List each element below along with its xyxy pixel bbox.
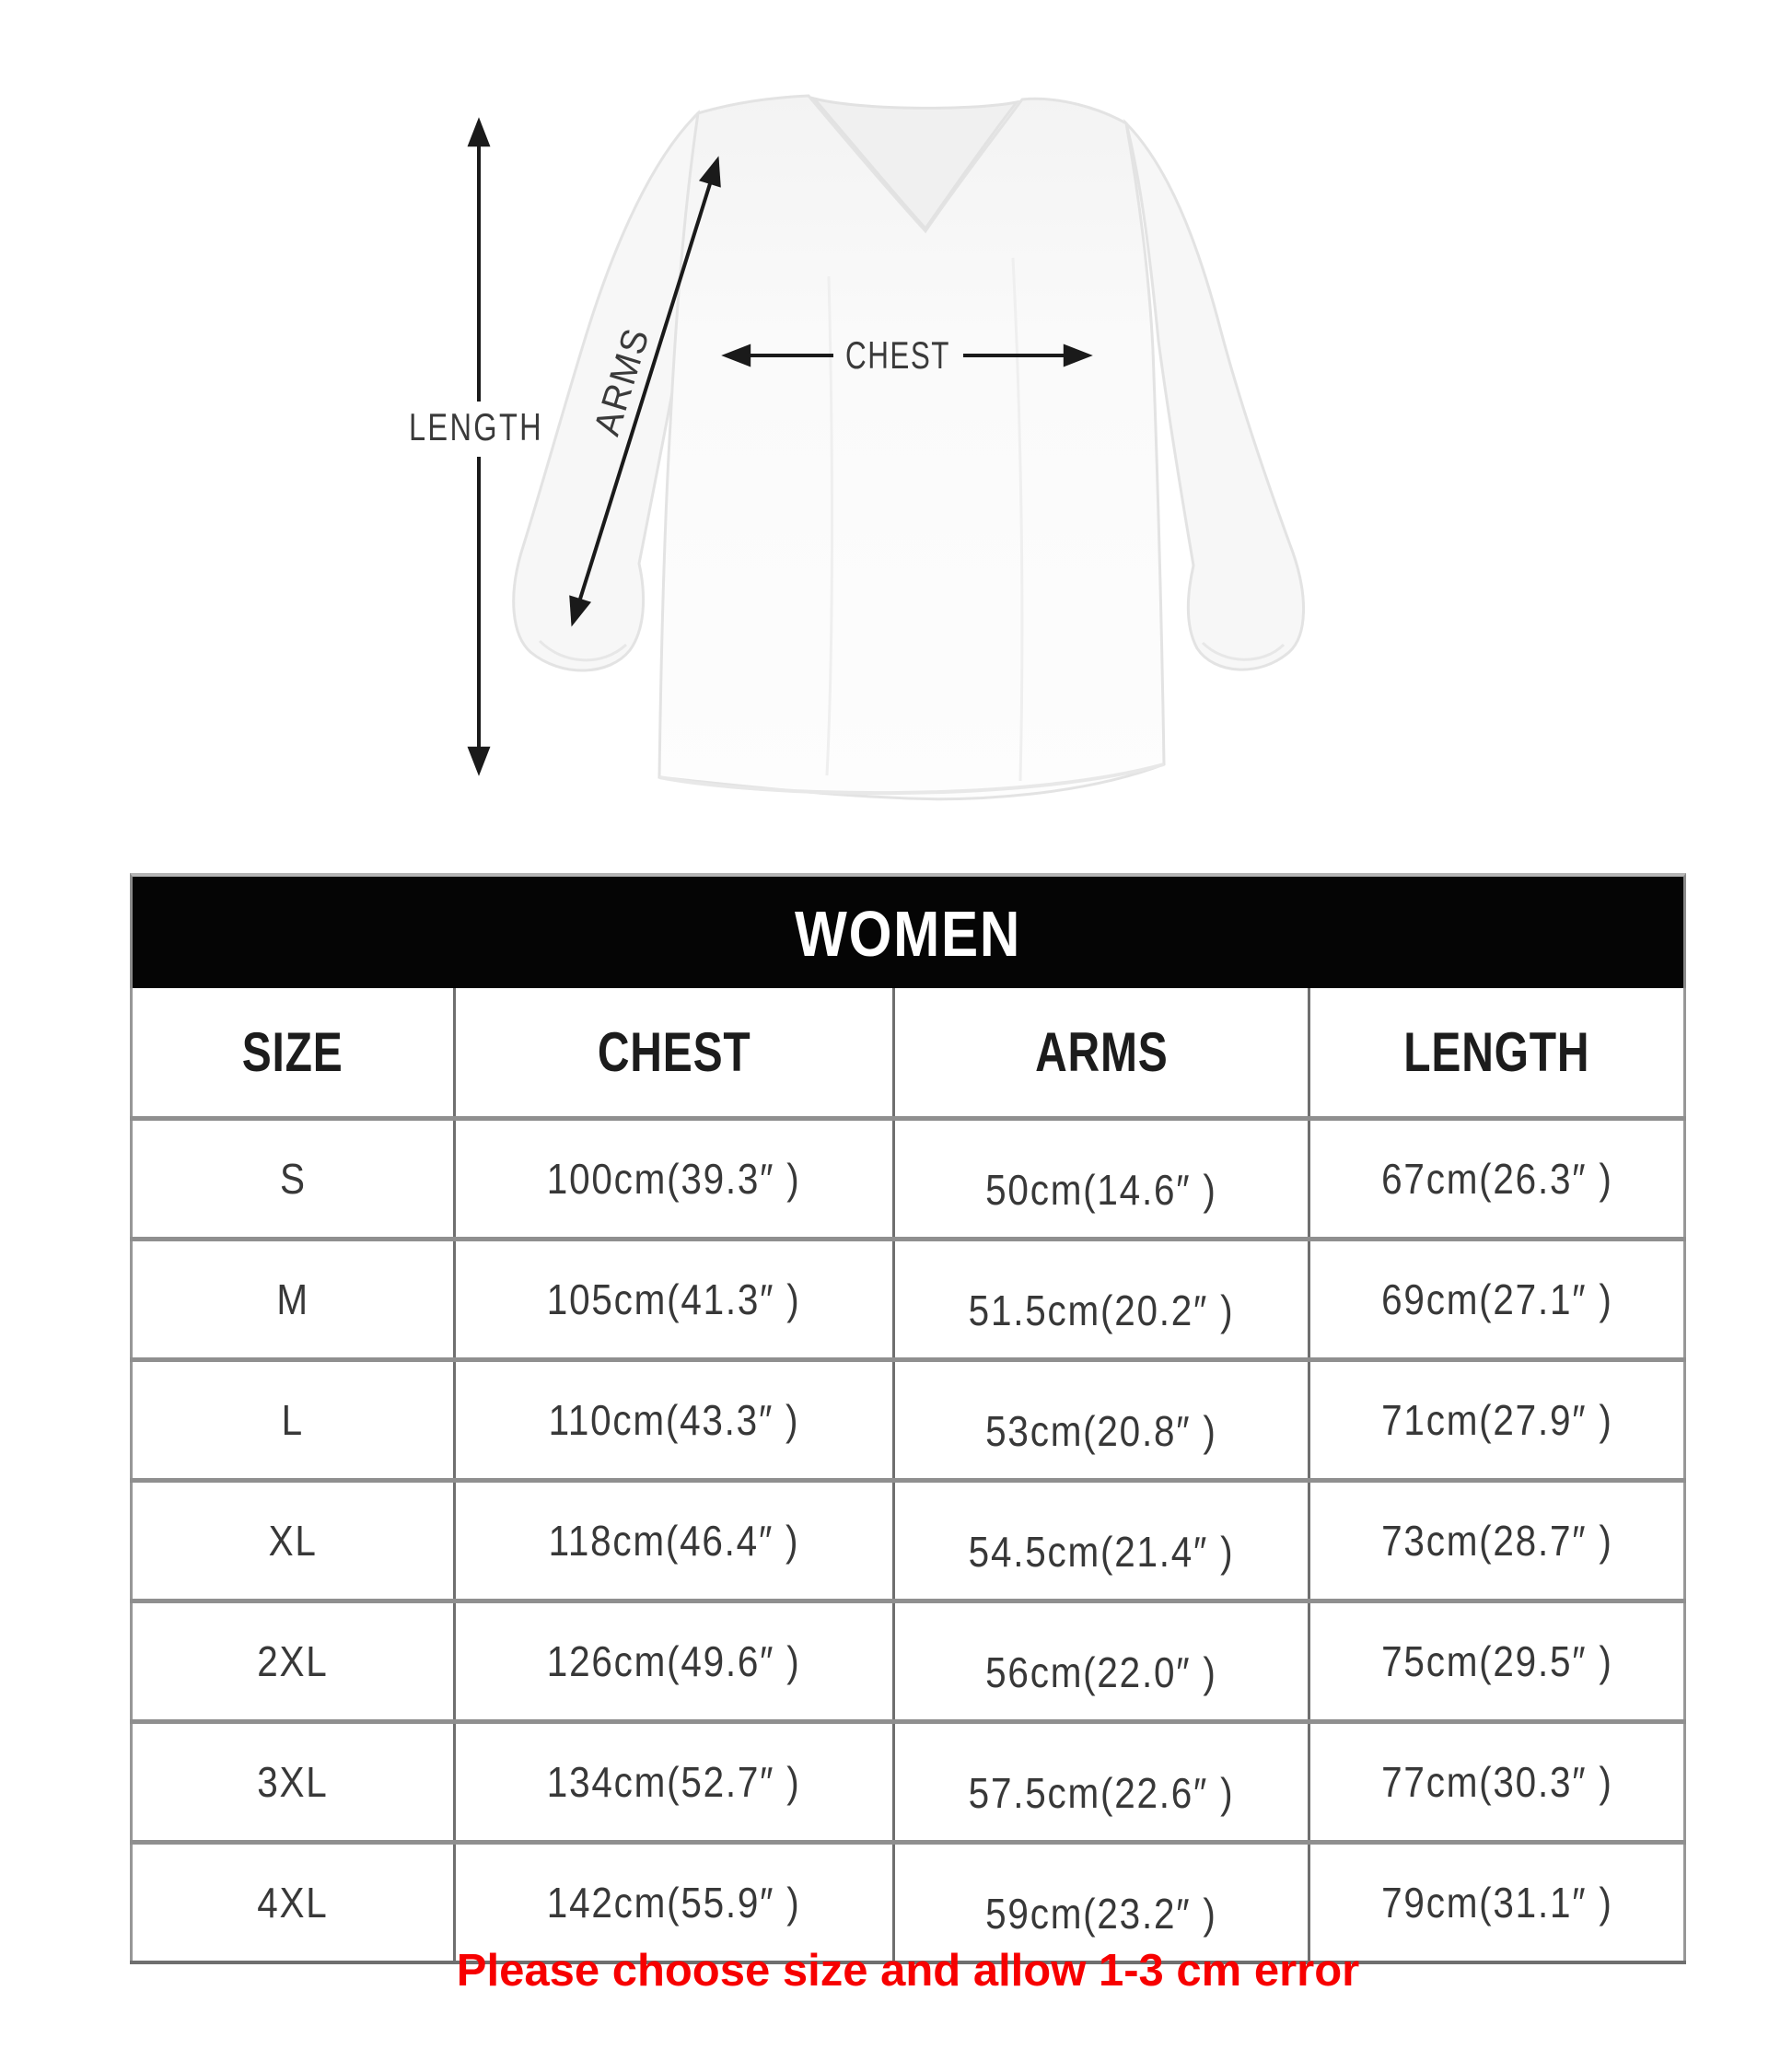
cell-arms: 51.5cm(20.2″ ) (892, 1239, 1309, 1359)
blouse-fold-line (1011, 257, 1024, 782)
table-row: S 100cm(39.3″ ) 50cm(14.6″ ) 67cm(26.3″ … (131, 1118, 1685, 1239)
cell-length: 71cm(27.9″ ) (1307, 1359, 1685, 1480)
cell-chest: 118cm(46.4″ ) (452, 1480, 894, 1601)
blouse-left-cuff (538, 639, 628, 662)
cell-chest: 105cm(41.3″ ) (452, 1239, 894, 1359)
cell-chest: 142cm(55.9″ ) (452, 1842, 894, 1962)
cell-length: 77cm(30.3″ ) (1307, 1721, 1685, 1842)
cell-chest: 110cm(43.3″ ) (452, 1359, 894, 1480)
column-header-length: LENGTH (1307, 988, 1685, 1118)
cell-arms: 57.5cm(22.6″ ) (892, 1721, 1309, 1842)
cell-length: 79cm(31.1″ ) (1307, 1842, 1685, 1962)
cell-size: L (281, 1395, 305, 1444)
table-row: 4XL 142cm(55.9″ ) 59cm(23.2″ ) 79cm(31.1… (131, 1842, 1685, 1962)
table-row: XL 118cm(46.4″ ) 54.5cm(21.4″ ) 73cm(28.… (131, 1480, 1685, 1601)
cell-arms: 54.5cm(21.4″ ) (892, 1480, 1309, 1601)
table-title: WOMEN (794, 898, 1022, 970)
blouse-hem (658, 763, 1165, 796)
cell-chest: 134cm(52.7″ ) (452, 1721, 894, 1842)
size-table-section: WOMEN SIZE CHEST ARMS LENGTH S 100cm(39.… (130, 873, 1686, 1964)
size-table: SIZE CHEST ARMS LENGTH S 100cm(39.3″ ) 5… (130, 988, 1686, 1964)
cell-chest: 100cm(39.3″ ) (452, 1118, 894, 1239)
column-header-size: SIZE (242, 1020, 343, 1083)
size-note: Please choose size and allow 1-3 cm erro… (456, 1946, 1360, 1996)
cell-length: 69cm(27.1″ ) (1307, 1239, 1685, 1359)
cell-arms: 53cm(20.8″ ) (892, 1359, 1309, 1480)
cell-length: 67cm(26.3″ ) (1307, 1118, 1685, 1239)
column-header-arms: ARMS (892, 988, 1309, 1118)
table-row: M 105cm(41.3″ ) 51.5cm(20.2″ ) 69cm(27.1… (131, 1239, 1685, 1359)
blouse-right-sleeve (1123, 118, 1306, 671)
column-header-chest: CHEST (452, 988, 894, 1118)
cell-size: 2XL (257, 1636, 329, 1685)
cell-size: 4XL (257, 1878, 329, 1927)
table-row: 2XL 126cm(49.6″ ) 56cm(22.0″ ) 75cm(29.5… (131, 1601, 1685, 1721)
header-row: SIZE CHEST ARMS LENGTH (132, 988, 1685, 1118)
garment-measurement-diagram: LENGTH ARMS CHEST (409, 94, 1306, 801)
cell-size: M (276, 1275, 309, 1323)
table-title-bar: WOMEN (130, 873, 1686, 988)
blouse-illustration (512, 94, 1306, 801)
cell-size: XL (268, 1516, 318, 1565)
cell-length: 75cm(29.5″ ) (1307, 1601, 1685, 1721)
blouse-fold-line (825, 275, 834, 776)
cell-length: 73cm(28.7″ ) (1307, 1480, 1685, 1601)
cell-chest: 126cm(49.6″ ) (452, 1601, 894, 1721)
chest-label: CHEST (845, 333, 950, 377)
table-row: 3XL 134cm(52.7″ ) 57.5cm(22.6″ ) 77cm(30… (131, 1721, 1685, 1842)
table-row: L 110cm(43.3″ ) 53cm(20.8″ ) 71cm(27.9″ … (131, 1359, 1685, 1480)
cell-arms: 59cm(23.2″ ) (892, 1842, 1309, 1962)
cell-size: S (279, 1154, 307, 1203)
length-label: LENGTH (409, 405, 543, 448)
arms-arrow (569, 156, 721, 627)
cell-arms: 50cm(14.6″ ) (892, 1118, 1309, 1239)
cell-arms: 56cm(22.0″ ) (892, 1601, 1309, 1721)
blouse-right-cuff (1201, 641, 1286, 661)
cell-size: 3XL (257, 1757, 329, 1806)
blouse-vneck (809, 96, 1020, 231)
